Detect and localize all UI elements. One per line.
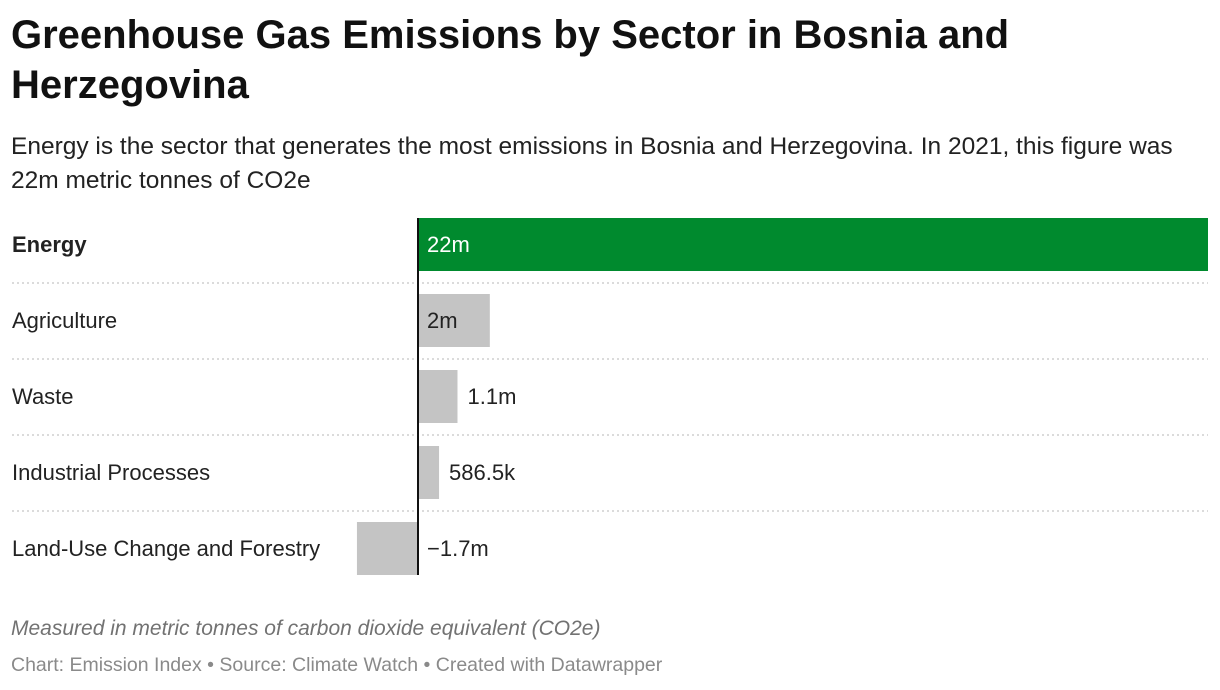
row-label: Waste	[12, 384, 74, 409]
bar	[418, 218, 1208, 271]
chart-subtitle: Energy is the sector that generates the …	[11, 133, 1173, 194]
row-label: Industrial Processes	[12, 460, 210, 485]
value-label: 22m	[427, 232, 470, 257]
bar	[418, 370, 458, 423]
value-label: 2m	[427, 308, 458, 333]
bar	[418, 294, 490, 347]
chart-footer: Chart: Emission Index • Source: Climate …	[11, 654, 663, 676]
value-label: 1.1m	[468, 384, 517, 409]
bar	[356, 522, 418, 575]
bar	[418, 446, 440, 499]
chart-title: Greenhouse Gas Emissions by Sector in Bo…	[11, 13, 1010, 107]
row-label: Agriculture	[12, 308, 117, 333]
value-label: 586.5k	[449, 460, 516, 485]
row-label: Land-Use Change and Forestry	[12, 536, 320, 561]
chart-notes: Measured in metric tonnes of carbon diox…	[11, 617, 601, 640]
row-label: Energy	[12, 232, 87, 257]
bar-chart: Energy 22m Agriculture 2m Waste 1.1m Industria…	[12, 218, 1208, 575]
value-label: −1.7m	[427, 536, 489, 561]
